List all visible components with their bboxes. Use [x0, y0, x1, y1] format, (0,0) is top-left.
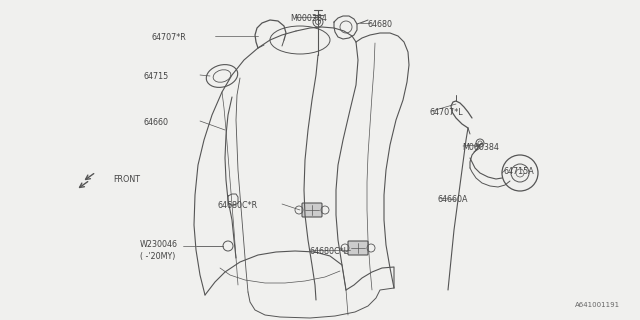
Text: 64680C*R: 64680C*R: [218, 201, 258, 210]
Text: 64680: 64680: [368, 20, 393, 29]
Text: W230046: W230046: [140, 240, 178, 249]
Text: 64707*L: 64707*L: [430, 108, 463, 117]
Text: M000384: M000384: [462, 143, 499, 152]
Text: A641001191: A641001191: [575, 302, 620, 308]
Text: 64715A: 64715A: [504, 167, 535, 176]
Text: 64707*R: 64707*R: [152, 33, 187, 42]
Text: 64680C*L: 64680C*L: [310, 247, 349, 256]
FancyBboxPatch shape: [302, 203, 322, 217]
Text: FRONT: FRONT: [113, 175, 140, 184]
Text: M000384: M000384: [290, 14, 327, 23]
Text: ( -'20MY): ( -'20MY): [140, 252, 175, 261]
Text: 64715: 64715: [143, 72, 168, 81]
Text: 64660A: 64660A: [438, 195, 468, 204]
Text: 64660: 64660: [143, 118, 168, 127]
FancyBboxPatch shape: [348, 241, 368, 255]
